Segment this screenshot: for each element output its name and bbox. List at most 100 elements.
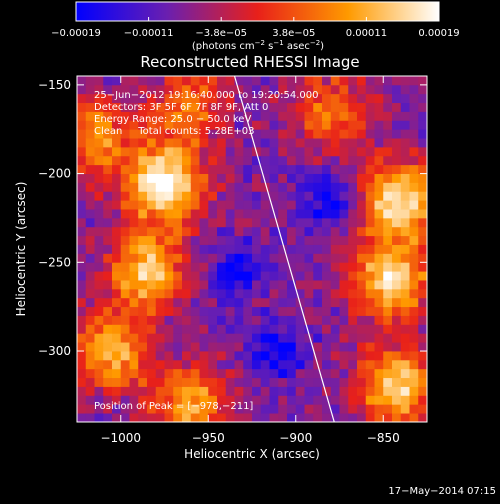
- heatmap-cell: [287, 138, 297, 148]
- heatmap-cell: [112, 271, 122, 281]
- heatmap-cell: [164, 217, 174, 228]
- heatmap-cell: [190, 306, 200, 316]
- heatmap-cell: [190, 120, 200, 130]
- heatmap-cell: [287, 306, 297, 316]
- heatmap-cell: [330, 84, 340, 95]
- heatmap-cell: [243, 315, 253, 325]
- heatmap-cell: [295, 377, 305, 387]
- heatmap-cell: [147, 164, 157, 174]
- heatmap-cell: [77, 200, 87, 210]
- heatmap-cell: [147, 342, 157, 352]
- heatmap-cell: [120, 306, 130, 316]
- heatmap-cell: [190, 404, 200, 414]
- heatmap-cell: [357, 315, 367, 325]
- heatmap-cell: [225, 138, 235, 148]
- heatmap-cell: [409, 288, 419, 299]
- heatmap-cell: [234, 129, 244, 139]
- heatmap-cell: [339, 368, 349, 379]
- heatmap-cell: [330, 368, 340, 379]
- heatmap-cell: [322, 333, 332, 343]
- heatmap-cell: [199, 102, 209, 112]
- heatmap-cell: [287, 342, 297, 352]
- heatmap-cell: [400, 262, 410, 272]
- heatmap-cell: [147, 288, 157, 299]
- heatmap-cell: [287, 386, 297, 396]
- heatmap-cell: [278, 102, 288, 112]
- heatmap-cell: [313, 253, 323, 263]
- heatmap-cell: [295, 200, 305, 210]
- heatmap-cell: [418, 288, 427, 299]
- heatmap-cell: [260, 155, 270, 166]
- heatmap-cell: [400, 404, 410, 414]
- heatmap-cell: [339, 342, 349, 352]
- heatmap-cell: [155, 306, 165, 316]
- heatmap-cell: [418, 155, 427, 166]
- heatmap-cell: [295, 191, 305, 201]
- heatmap-cell: [330, 235, 340, 245]
- heatmap-cell: [155, 226, 165, 237]
- heatmap-cell: [112, 155, 122, 166]
- heatmap-cell: [374, 138, 384, 148]
- heatmap-cell: [190, 173, 200, 183]
- heatmap-cell: [120, 84, 130, 95]
- heatmap-cell: [278, 84, 288, 95]
- heatmap-cell: [304, 297, 314, 308]
- heatmap-cell: [295, 280, 305, 290]
- heatmap-cell: [365, 306, 375, 316]
- heatmap-cell: [392, 351, 402, 361]
- heatmap-cell: [120, 173, 130, 183]
- heatmap-cell: [190, 253, 200, 263]
- heatmap-cell: [199, 351, 209, 361]
- heatmap-cell: [243, 76, 253, 86]
- heatmap-cell: [129, 262, 139, 272]
- heatmap-cell: [225, 93, 235, 104]
- heatmap-cell: [392, 120, 402, 130]
- heatmap-cell: [243, 226, 253, 237]
- heatmap-cell: [252, 244, 262, 254]
- heatmap-cell: [94, 191, 104, 201]
- heatmap-cell: [234, 138, 244, 148]
- heatmap-cell: [155, 129, 165, 139]
- heatmap-cell: [269, 395, 279, 405]
- heatmap-cell: [365, 271, 375, 281]
- heatmap-cell: [190, 324, 200, 334]
- heatmap-cell: [295, 173, 305, 183]
- heatmap-cell: [287, 191, 297, 201]
- heatmap-cell: [112, 182, 122, 192]
- heatmap-cell: [173, 93, 183, 104]
- heatmap-cell: [330, 333, 340, 343]
- heatmap-cell: [392, 288, 402, 299]
- heatmap-cell: [77, 342, 87, 352]
- heatmap-cell: [374, 280, 384, 290]
- heatmap-cell: [164, 235, 174, 245]
- heatmap-cell: [199, 217, 209, 228]
- heatmap-cell: [348, 297, 358, 308]
- heatmap-cell: [330, 262, 340, 272]
- heatmap-cell: [278, 111, 288, 121]
- heatmap-cell: [304, 271, 314, 281]
- heatmap-cell: [330, 146, 340, 157]
- heatmap-cell: [252, 280, 262, 290]
- heatmap-cell: [330, 315, 340, 325]
- heatmap-cell: [129, 253, 139, 263]
- heatmap-cell: [164, 138, 174, 148]
- heatmap-cell: [374, 324, 384, 334]
- heatmap-cell: [190, 315, 200, 325]
- heatmap-cell: [418, 315, 427, 325]
- heatmap-cell: [357, 164, 367, 174]
- heatmap-cell: [155, 413, 165, 422]
- heatmap-cell: [374, 342, 384, 352]
- heatmap-cell: [260, 395, 270, 405]
- heatmap-cell: [94, 395, 104, 405]
- heatmap-cell: [182, 253, 192, 263]
- heatmap-cell: [94, 351, 104, 361]
- heatmap-cell: [120, 333, 130, 343]
- heatmap-cell: [418, 209, 427, 219]
- heatmap-cell: [392, 368, 402, 379]
- heatmap-cell: [85, 395, 95, 405]
- heatmap-cell: [103, 191, 113, 201]
- heatmap-cell: [182, 155, 192, 166]
- heatmap-cell: [252, 200, 262, 210]
- heatmap-cell: [304, 111, 314, 121]
- heatmap-cell: [155, 288, 165, 299]
